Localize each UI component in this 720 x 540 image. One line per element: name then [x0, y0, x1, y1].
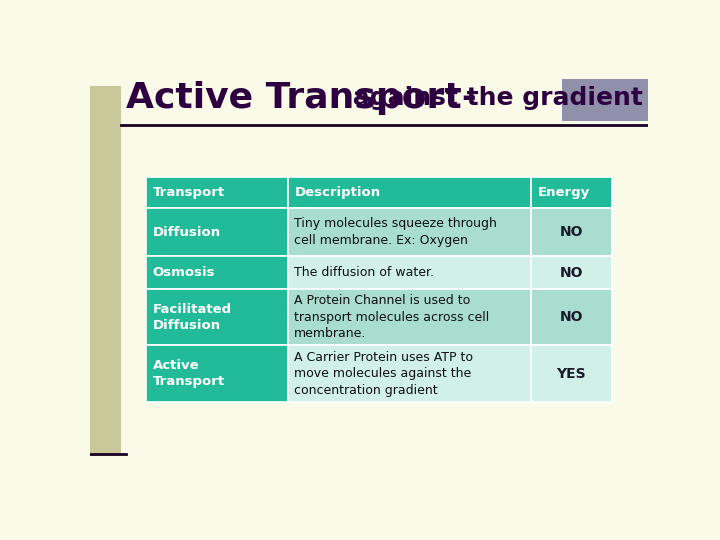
Text: A Protein Channel is used to
transport molecules across cell
membrane.: A Protein Channel is used to transport m…	[294, 294, 489, 340]
Text: The diffusion of water.: The diffusion of water.	[294, 266, 433, 279]
Bar	[90, 85, 121, 456]
Text: NO: NO	[559, 266, 583, 280]
Bar	[145, 289, 288, 346]
Bar	[531, 177, 612, 208]
Bar	[145, 177, 288, 208]
Bar	[288, 289, 531, 346]
Text: Diffusion: Diffusion	[153, 226, 220, 239]
Bar	[145, 256, 288, 289]
Text: Osmosis: Osmosis	[153, 266, 215, 279]
Bar	[288, 177, 531, 208]
Bar	[288, 208, 531, 256]
Bar	[531, 208, 612, 256]
Text: YES: YES	[557, 367, 586, 381]
Bar	[145, 346, 288, 402]
Bar	[531, 256, 612, 289]
Text: Active
Transport: Active Transport	[153, 359, 225, 388]
Text: NO: NO	[559, 310, 583, 325]
Bar	[531, 289, 612, 346]
Bar	[288, 256, 531, 289]
Text: Description: Description	[294, 186, 381, 199]
Text: Facilitated
Diffusion: Facilitated Diffusion	[153, 303, 232, 332]
Text: A Carrier Protein uses ATP to
move molecules against the
concentration gradient: A Carrier Protein uses ATP to move molec…	[294, 350, 472, 396]
Text: Transport: Transport	[153, 186, 225, 199]
Text: against the gradient: against the gradient	[344, 86, 643, 110]
Text: Tiny molecules squeeze through
cell membrane. Ex: Oxygen: Tiny molecules squeeze through cell memb…	[294, 218, 497, 247]
Bar	[288, 346, 531, 402]
Bar	[145, 208, 288, 256]
Bar	[531, 346, 612, 402]
Text: Energy: Energy	[538, 186, 590, 199]
Text: NO: NO	[559, 225, 583, 239]
Bar	[562, 79, 648, 121]
Text: Active Transport-: Active Transport-	[126, 81, 477, 115]
